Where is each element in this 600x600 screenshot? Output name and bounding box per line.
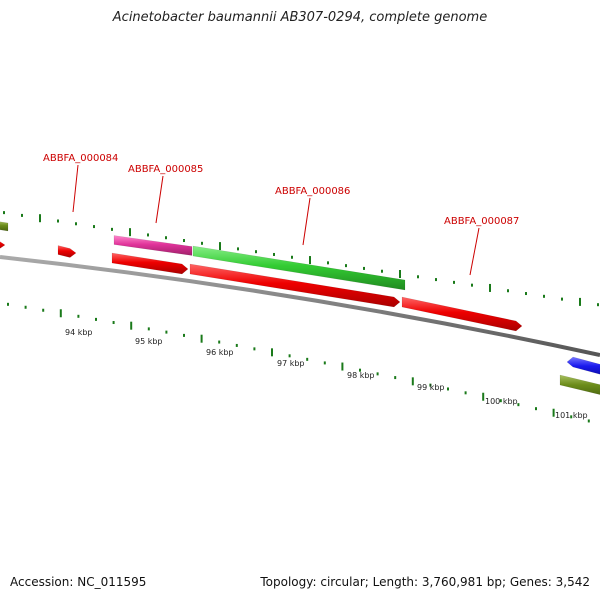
feature-red-2 [189,263,401,308]
scale-label: 98 kbp [347,371,375,380]
scale-label: 101 kbp [555,411,588,420]
gene-callouts: ABBFA_000084 ABBFA_000085 ABBFA_000086 ABBF… [43,153,519,276]
gene-label: ABBFA_000084 [43,153,118,164]
scale-label: 94 kbp [65,328,93,337]
scale-label: 100 kbp [485,397,518,406]
gene-label: ABBFA_000087 [444,216,519,227]
feature-track [0,221,600,395]
accession-text: Accession: NC_011595 [10,575,147,589]
feature-olive-left [0,221,9,232]
gene-callout-line [302,197,311,246]
feature-green [192,245,406,291]
feature-olive-right [559,374,600,395]
gene-label: ABBFA_000086 [275,186,350,197]
scale-label: 95 kbp [135,337,163,346]
outer-tick-row [3,211,599,307]
scale-label: 96 kbp [206,348,234,357]
scale-label: 97 kbp [277,359,305,368]
gene-callout-line [72,164,79,213]
genome-title: Acinetobacter baumannii AB307-0294, comp… [112,10,488,25]
gene-callout-line [469,227,480,276]
gene-label: ABBFA_000085 [128,164,203,175]
feature-red-left [0,241,6,249]
inner-tick-row [7,302,590,423]
genome-summary-text: Topology: circular; Length: 3,760,981 bp… [260,575,590,589]
scale-labels: 94 kbp 95 kbp 96 kbp 97 kbp 98 kbp 99 kbp 100 … [65,328,588,420]
feature-red-small [57,245,77,258]
genome-backbone [0,255,600,357]
feature-red-1 [111,252,189,275]
feature-red-3 [401,296,523,332]
gene-callout-line [155,175,164,224]
feature-blue [566,356,600,375]
feature-pink [113,235,193,256]
scale-label: 99 kbp [417,383,445,392]
